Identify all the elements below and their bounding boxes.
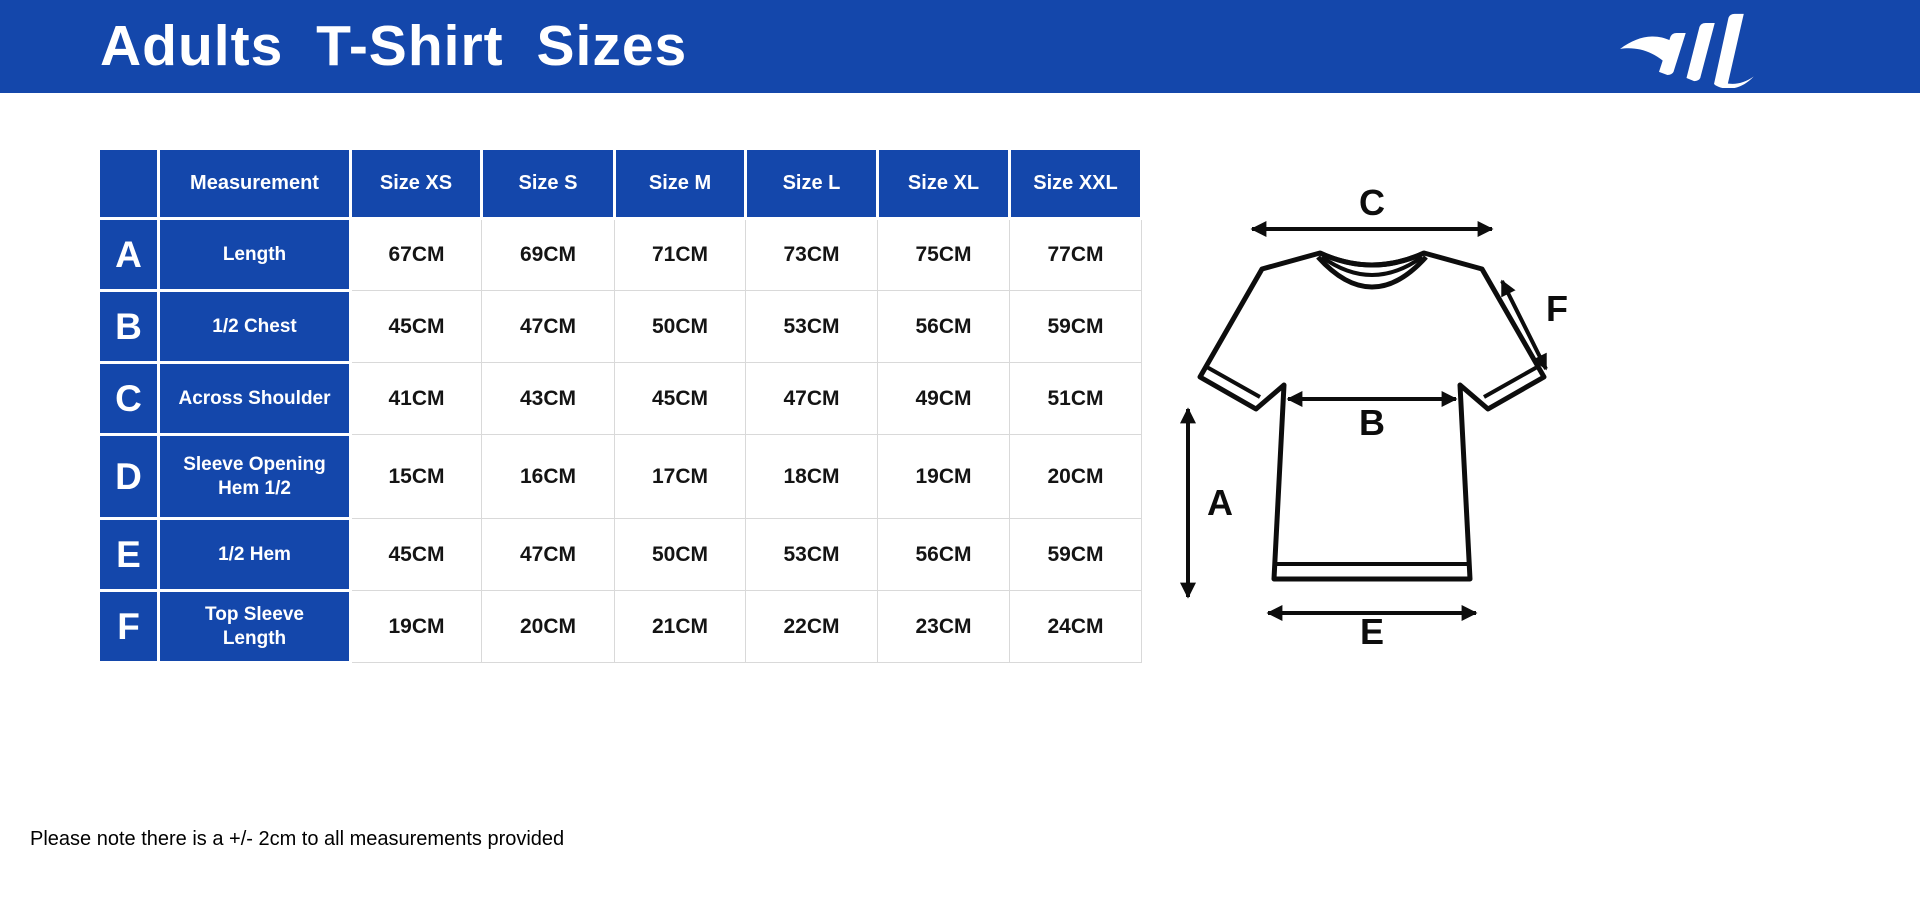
row-measurement-label: Top Sleeve Length (157, 589, 352, 664)
logo-bar-2 (1686, 23, 1715, 82)
value-cell-a-size-m: 71CM (614, 218, 746, 291)
collar-front-line (1316, 255, 1428, 290)
collar-back-line (1318, 250, 1426, 268)
logo-bar-3 (1713, 13, 1744, 88)
value-cell-d-size-xs: 15CM (350, 434, 482, 519)
diagram-label-a: A (1207, 482, 1233, 523)
value-cell-c-size-m: 45CM (614, 362, 746, 435)
table-row-f: F Top Sleeve Length 19CM 20CM 21CM 22CM 23CM 24… (97, 589, 1142, 664)
table-row-c: C Across Shoulder 41CM 43CM 45CM 47CM 49CM 51CM (97, 361, 1142, 436)
page-title: Adults T-Shirt Sizes (100, 14, 688, 78)
header-bar: Adults T-Shirt Sizes (0, 0, 1920, 93)
value-cell-d-size-xl: 19CM (877, 434, 1010, 519)
row-measurement-label: 1/2 Hem (157, 517, 352, 592)
left-cuff-line (1204, 364, 1261, 399)
size-table: Measurement Size XS Size S Size M Size L Size… (97, 147, 1143, 664)
value-cell-f-size-xs: 19CM (350, 590, 482, 663)
table-row-d: D Sleeve Opening Hem 1/2 15CM 16CM 17CM 18CM 1… (97, 433, 1142, 520)
arrow-f (1500, 279, 1548, 371)
value-cell-a-size-xs: 67CM (350, 218, 482, 291)
value-cell-a-size-xxl: 77CM (1009, 218, 1142, 291)
value-cell-d-size-l: 18CM (745, 434, 878, 519)
row-measurement-label: Sleeve Opening Hem 1/2 (157, 433, 352, 520)
right-cuff-line (1483, 364, 1540, 399)
value-cell-c-size-l: 47CM (745, 362, 878, 435)
value-cell-e-size-m: 50CM (614, 518, 746, 591)
logo-bar-1 (1659, 32, 1686, 75)
row-measurement-label: Across Shoulder (157, 361, 352, 436)
corner-cell (97, 147, 160, 220)
value-cell-a-size-s: 69CM (481, 218, 615, 291)
value-cell-d-size-s: 16CM (481, 434, 615, 519)
column-header-size-l: Size L (744, 147, 879, 220)
value-cell-c-size-xxl: 51CM (1009, 362, 1142, 435)
value-cell-c-size-s: 43CM (481, 362, 615, 435)
value-cell-d-size-xxl: 20CM (1009, 434, 1142, 519)
value-cell-b-size-xl: 56CM (877, 290, 1010, 363)
row-letter-e: E (97, 517, 160, 592)
size-table-wrap: Measurement Size XS Size S Size M Size L Size… (97, 147, 1143, 664)
row-measurement-label: 1/2 Chest (157, 289, 352, 364)
row-letter-d: D (97, 433, 160, 520)
row-measurement-label: Length (157, 217, 352, 292)
table-row-e: E 1/2 Hem 45CM 47CM 50CM 53CM 56CM 59CM (97, 517, 1142, 592)
table-row-b: B 1/2 Chest 45CM 47CM 50CM 53CM 56CM 59CM (97, 289, 1142, 364)
value-cell-d-size-m: 17CM (614, 434, 746, 519)
row-letter-c: C (97, 361, 160, 436)
value-cell-e-size-l: 53CM (745, 518, 878, 591)
value-cell-a-size-xl: 75CM (877, 218, 1010, 291)
column-header-measurement: Measurement (157, 147, 352, 220)
diagram-label-f: F (1546, 288, 1568, 329)
tolerance-note: Please note there is a +/- 2cm to all me… (30, 828, 565, 850)
value-cell-b-size-xxl: 59CM (1009, 290, 1142, 363)
logo-bottom-swoosh (1714, 76, 1754, 88)
collar-middle-line (1320, 255, 1424, 277)
column-header-size-m: Size M (613, 147, 747, 220)
value-cell-b-size-xs: 45CM (350, 290, 482, 363)
brand-swoosh-m-logo (1620, 13, 1754, 88)
value-cell-c-size-xl: 49CM (877, 362, 1010, 435)
value-cell-f-size-s: 20CM (481, 590, 615, 663)
value-cell-b-size-s: 47CM (481, 290, 615, 363)
diagram-label-b: B (1359, 402, 1385, 443)
tshirt-measurement-diagram: C B A E F (1180, 185, 1568, 645)
value-cell-b-size-m: 50CM (614, 290, 746, 363)
value-cell-e-size-s: 47CM (481, 518, 615, 591)
value-cell-e-size-xxl: 59CM (1009, 518, 1142, 591)
diagram-label-e: E (1360, 611, 1384, 645)
table-row-a: A Length 67CM 69CM 71CM 73CM 75CM 77CM (97, 217, 1142, 292)
row-letter-a: A (97, 217, 160, 292)
value-cell-f-size-xl: 23CM (877, 590, 1010, 663)
row-letter-b: B (97, 289, 160, 364)
value-cell-f-size-m: 21CM (614, 590, 746, 663)
column-header-size-xxl: Size XXL (1008, 147, 1143, 220)
value-cell-c-size-xs: 41CM (350, 362, 482, 435)
row-letter-f: F (97, 589, 160, 664)
diagram-label-c: C (1359, 185, 1385, 223)
column-header-size-xs: Size XS (349, 147, 483, 220)
value-cell-a-size-l: 73CM (745, 218, 878, 291)
value-cell-b-size-l: 53CM (745, 290, 878, 363)
header-row: Measurement Size XS Size S Size M Size L Size… (97, 147, 1143, 220)
column-header-size-xl: Size XL (876, 147, 1011, 220)
value-cell-f-size-xxl: 24CM (1009, 590, 1142, 663)
logo-tail-swoosh (1620, 36, 1671, 62)
value-cell-e-size-xl: 56CM (877, 518, 1010, 591)
column-header-size-s: Size S (480, 147, 616, 220)
value-cell-e-size-xs: 45CM (350, 518, 482, 591)
value-cell-f-size-l: 22CM (745, 590, 878, 663)
